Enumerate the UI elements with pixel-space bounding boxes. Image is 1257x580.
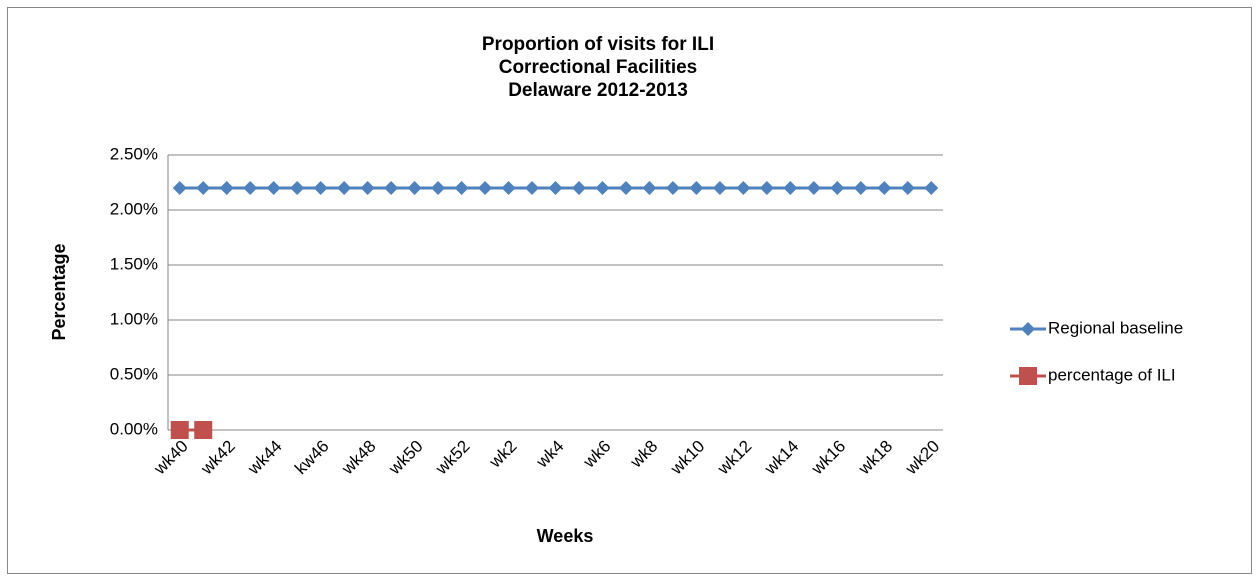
marker — [783, 181, 798, 195]
marker — [219, 181, 234, 195]
marker — [172, 181, 187, 195]
marker — [1019, 367, 1037, 385]
y-tick-label: 1.00% — [110, 309, 158, 328]
chart-title: Delaware 2012-2013 — [508, 80, 688, 101]
marker — [830, 181, 845, 195]
marker — [407, 181, 422, 195]
marker — [337, 181, 352, 195]
marker — [853, 181, 868, 195]
marker — [360, 181, 375, 195]
marker — [196, 181, 211, 195]
marker — [243, 181, 258, 195]
marker — [384, 181, 399, 195]
marker — [431, 181, 446, 195]
chart-title: Correctional Facilities — [499, 57, 698, 78]
marker — [712, 181, 727, 195]
y-axis-title: Percentage — [49, 243, 69, 340]
x-axis-title: Weeks — [537, 526, 594, 546]
marker — [571, 181, 586, 195]
marker — [806, 181, 821, 195]
marker — [313, 181, 328, 195]
legend-label: percentage of ILI — [1048, 365, 1176, 384]
marker — [266, 181, 281, 195]
marker — [548, 181, 563, 195]
marker — [877, 181, 892, 195]
y-tick-label: 1.50% — [110, 254, 158, 273]
marker — [194, 421, 213, 439]
y-tick-label: 0.00% — [110, 419, 158, 438]
marker — [689, 181, 704, 195]
y-tick-label: 2.50% — [110, 144, 158, 163]
marker — [900, 181, 915, 195]
chart-frame — [7, 7, 1252, 574]
marker — [454, 181, 469, 195]
marker — [759, 181, 774, 195]
marker — [478, 181, 493, 195]
legend-label: Regional baseline — [1048, 318, 1183, 337]
marker — [665, 181, 680, 195]
marker — [501, 181, 516, 195]
y-tick-label: 2.00% — [110, 199, 158, 218]
marker — [290, 181, 305, 195]
marker — [924, 181, 939, 195]
marker — [1021, 322, 1035, 336]
marker — [642, 181, 657, 195]
chart-title: Proportion of visits for ILI — [482, 34, 714, 55]
marker — [736, 181, 751, 195]
y-tick-label: 0.50% — [110, 364, 158, 383]
marker — [595, 181, 610, 195]
marker — [525, 181, 540, 195]
marker — [618, 181, 633, 195]
marker — [170, 421, 189, 439]
